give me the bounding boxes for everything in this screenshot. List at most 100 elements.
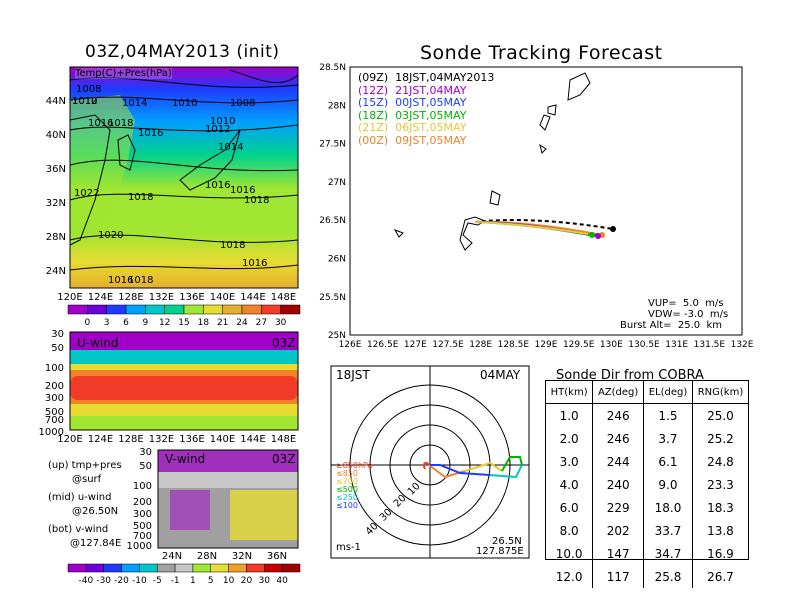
colorbar-swatch <box>125 304 146 315</box>
lon-tick-label: 136E <box>179 292 204 303</box>
lon-tick-label: 130E <box>600 340 623 350</box>
colorbar-label: -40 <box>78 576 93 586</box>
sonde-table-box: HT(km) AZ(deg) EL(deg) RNG(km) 1.0 246 1.5 25.0… <box>545 380 749 588</box>
v-wind-band <box>230 490 298 540</box>
table-cell: 34.7 <box>643 542 693 565</box>
table-header-row: HT(km) AZ(deg) EL(deg) RNG(km) <box>546 381 748 404</box>
island-outlines <box>393 72 591 251</box>
landing-point-18z <box>589 232 595 238</box>
right-title: Sonde Tracking Forecast <box>420 42 663 64</box>
note-up: (up) tmp+pres <box>48 460 122 471</box>
u-wind-band <box>70 404 298 416</box>
isobar-label: 1018 <box>220 240 245 251</box>
table-row: 3.0 244 6.1 24.8 <box>546 450 748 473</box>
isobar-label: 1022 <box>74 188 99 199</box>
track-legend: (09Z) 18JST,04MAY2013 (12Z) 21JST,04MAY (1… <box>358 71 494 147</box>
table-cell: 240 <box>592 473 645 496</box>
table-cell: 246 <box>592 403 645 427</box>
colorbar-swatch <box>192 563 212 573</box>
isobars <box>69 69 299 271</box>
polar-date: 04MAY <box>480 368 521 382</box>
trajectory-09z <box>474 219 614 230</box>
surface-lon-labels: 120E 124E 128E 132E 136E 140E 144E 148E <box>57 292 296 303</box>
table-cell: 4.0 <box>546 473 594 496</box>
colorbar-label: 0 <box>84 318 90 328</box>
japan-outline <box>179 129 241 191</box>
lon-tick-label: 144E <box>240 434 265 445</box>
table-cell: 9.0 <box>643 473 693 496</box>
colorbar-label: 15 <box>178 318 189 328</box>
lat-tick-label: 28.5N <box>319 63 346 73</box>
note-up-level: @surf <box>72 474 102 485</box>
lon-tick-label: 127.5E <box>432 340 464 350</box>
colorbar-swatch <box>203 304 223 315</box>
table-cell: 25.8 <box>643 565 693 588</box>
u-wind-band <box>70 332 298 350</box>
isobar-label: 1020 <box>98 230 123 241</box>
colorbar-swatch <box>103 563 122 573</box>
colorbar-label: -30 <box>96 576 111 586</box>
colorbar-label: 21 <box>217 318 228 328</box>
colorbar-label: 30 <box>275 318 287 328</box>
table-cell: 16.9 <box>707 546 734 561</box>
isobar-label: 1016 <box>205 180 230 191</box>
table-cell: 18.3 <box>707 500 734 515</box>
isobar-label: 1008 <box>230 98 255 109</box>
temperature-colorbar-labels: 0 3 6 9 12 15 18 21 24 27 30 <box>84 318 286 328</box>
table-cell: 147 <box>592 542 645 565</box>
colorbar-swatch <box>164 304 185 315</box>
v-wind-colorbar-labels: -40 -30 -20 -10 -5 -1 1 5 10 20 30 40 <box>78 576 288 586</box>
left-title: 03Z,04MAY2013 (init) <box>85 42 280 62</box>
lat-tick-label: 40N <box>46 130 66 141</box>
table-cell: 3.0 <box>546 450 594 473</box>
lat-tick-label: 27N <box>328 178 346 188</box>
table-row: 10.0 147 34.7 16.9 <box>546 542 748 565</box>
isobar-label: 1016 <box>138 128 163 139</box>
colorbar-label: 10 <box>223 576 235 586</box>
v-wind-time: 03Z <box>272 452 296 466</box>
level-legend-entry: ≤500 <box>336 485 358 494</box>
landing-point-09z <box>610 226 616 232</box>
lon-tick-label: 128E <box>118 434 143 445</box>
table-cell: 229 <box>592 496 645 519</box>
surface-map-label: Temp(C)+Pres(hPa) <box>75 68 172 79</box>
lat-tick-label: 32N <box>232 551 252 562</box>
table-cell: 10.0 <box>546 542 594 565</box>
level-legend-entry: ≥850hPa <box>336 461 373 470</box>
lat-tick-label: 24N <box>162 551 182 562</box>
lon-tick-label: 124E <box>88 434 113 445</box>
table-header-cell: EL(deg) <box>643 381 693 404</box>
lat-tick-label: 27.5N <box>319 140 346 150</box>
lon-tick-label: 120E <box>57 292 82 303</box>
table-cell: 13.8 <box>707 523 734 538</box>
lon-tick-label: 126.5E <box>367 340 399 350</box>
lon-tick-label: 140E <box>210 434 235 445</box>
continent-shape <box>70 95 135 250</box>
colorbar-swatch <box>174 563 194 573</box>
level-legend-entry: ≤250 <box>336 493 358 502</box>
pressure-tick-label: 100 <box>133 481 152 492</box>
table-row: 8.0 202 33.7 13.8 <box>546 519 748 542</box>
table-cell: 25.0 <box>707 408 734 423</box>
surface-lat-labels: 44N 40N 36N 32N 28N 24N <box>46 96 66 277</box>
table-cell: 1.5 <box>643 403 693 427</box>
table-cell: 202 <box>592 519 645 542</box>
isobar-label: 1014 <box>122 98 147 109</box>
colorbar-swatch <box>156 563 176 573</box>
level-legend-entry: ≤850 <box>336 469 358 478</box>
lat-tick-label: 28N <box>328 101 346 111</box>
level-legend-entry: ≤700 <box>336 477 358 486</box>
table-cell: 24.8 <box>707 454 734 469</box>
polar-lon: 127.875E <box>476 546 524 557</box>
table-cell: 33.7 <box>643 519 693 542</box>
lon-tick-label: 132E <box>149 434 174 445</box>
lat-tick-label: 28N <box>46 232 66 243</box>
pressure-tick-label: 200 <box>133 497 152 508</box>
table-cell: 3.7 <box>643 427 693 450</box>
